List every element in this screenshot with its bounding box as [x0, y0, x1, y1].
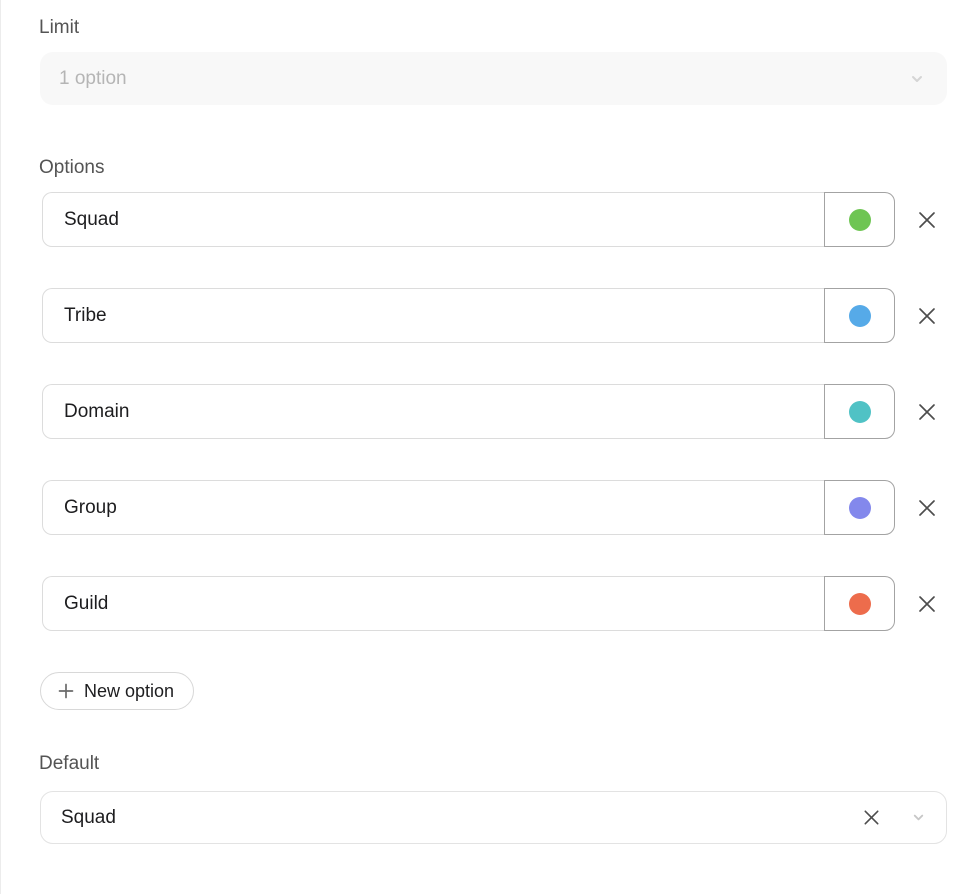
- clear-default-button[interactable]: [859, 806, 883, 830]
- close-icon: [919, 403, 935, 420]
- options-label: Options: [39, 157, 105, 178]
- limit-label: Limit: [39, 17, 80, 38]
- remove-option-button[interactable]: [914, 495, 940, 521]
- close-icon: [919, 211, 935, 228]
- remove-option-button[interactable]: [914, 207, 940, 233]
- default-label: Default: [39, 753, 100, 774]
- chevron-down-icon: [909, 71, 925, 87]
- new-option-button[interactable]: New option: [40, 672, 195, 710]
- close-icon: [863, 810, 879, 825]
- option-color-swatch-button[interactable]: [824, 288, 895, 343]
- chevron-down-icon: [909, 809, 927, 827]
- option-name-input[interactable]: [42, 384, 824, 439]
- plus-icon: [57, 682, 75, 700]
- new-option-label: New option: [84, 680, 175, 701]
- default-select-value: Squad: [61, 806, 116, 828]
- option-name-input[interactable]: [42, 288, 824, 343]
- option-name-input[interactable]: [42, 192, 824, 247]
- default-select[interactable]: Squad: [40, 791, 947, 844]
- option-row: [42, 480, 940, 535]
- option-color-swatch-button[interactable]: [824, 192, 895, 247]
- close-icon: [919, 307, 935, 324]
- limit-select[interactable]: 1 option: [40, 52, 947, 105]
- option-color-swatch-button[interactable]: [824, 480, 895, 535]
- remove-option-button[interactable]: [914, 303, 940, 329]
- remove-option-button[interactable]: [914, 591, 940, 617]
- limit-select-value: 1 option: [59, 67, 127, 89]
- option-color-dot: [848, 304, 871, 327]
- remove-option-button[interactable]: [914, 399, 940, 425]
- option-color-swatch-button[interactable]: [824, 384, 895, 439]
- option-row: [42, 384, 940, 439]
- close-icon: [919, 499, 935, 516]
- option-color-dot: [848, 496, 871, 519]
- option-name-input[interactable]: [42, 576, 824, 631]
- option-row: [42, 288, 940, 343]
- option-name-input[interactable]: [42, 480, 824, 535]
- close-icon: [919, 595, 935, 612]
- option-color-dot: [848, 208, 871, 231]
- option-color-swatch-button[interactable]: [824, 576, 895, 631]
- option-color-dot: [848, 400, 871, 423]
- option-color-dot: [848, 592, 871, 615]
- panel-left-divider: [0, 0, 1, 894]
- option-row: [42, 576, 940, 631]
- option-row: [42, 192, 940, 247]
